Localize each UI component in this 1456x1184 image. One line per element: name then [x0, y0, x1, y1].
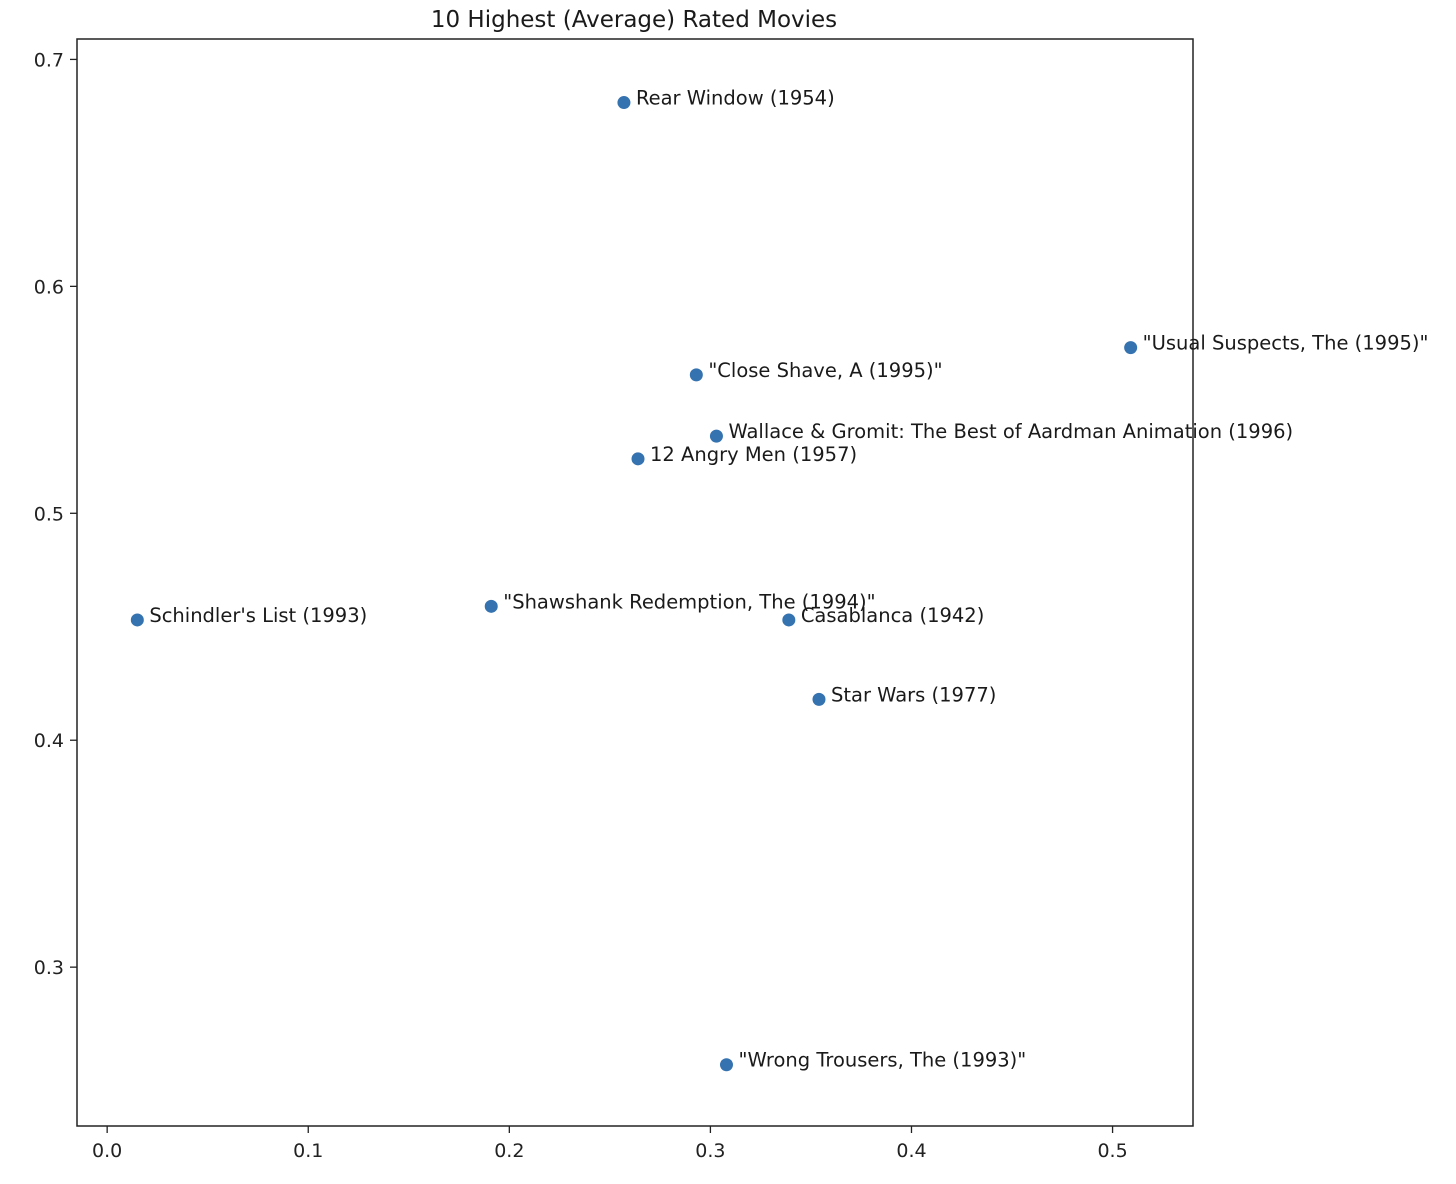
point-label: Star Wars (1977) — [831, 683, 996, 706]
data-point — [1124, 341, 1138, 355]
x-tick-label: 0.5 — [1097, 1140, 1127, 1162]
point-label: Rear Window (1954) — [636, 87, 835, 110]
x-tick-label: 0.2 — [494, 1140, 524, 1162]
y-tick-label: 0.3 — [34, 957, 64, 979]
x-tick-label: 0.4 — [896, 1140, 926, 1162]
data-point — [130, 613, 144, 627]
point-label: Wallace & Gromit: The Best of Aardman An… — [728, 420, 1293, 443]
x-axis: 0.0 0.1 0.2 0.3 0.4 0.5 — [92, 1126, 1128, 1162]
point-label: "Shawshank Redemption, The (1994)" — [503, 590, 875, 613]
chart-title: 10 Highest (Average) Rated Movies — [431, 7, 837, 33]
y-tick-label: 0.5 — [34, 503, 64, 525]
y-tick-label: 0.6 — [34, 276, 64, 298]
plot-frame — [76, 38, 1194, 1127]
data-point — [689, 368, 703, 382]
data-point — [812, 692, 826, 706]
y-axis: 0.3 0.4 0.5 0.6 0.7 — [34, 49, 77, 979]
y-tick-label: 0.7 — [34, 49, 64, 71]
data-point — [709, 429, 723, 443]
data-point — [617, 96, 631, 110]
data-point — [631, 452, 645, 466]
x-tick-label: 0.0 — [92, 1140, 122, 1162]
data-point — [719, 1058, 733, 1072]
data-point — [782, 613, 796, 627]
point-label: Schindler's List (1993) — [149, 604, 367, 627]
data-point — [484, 599, 498, 613]
point-label: Casablanca (1942) — [801, 604, 985, 627]
point-label: "Wrong Trousers, The (1993)" — [738, 1049, 1026, 1072]
x-tick-label: 0.3 — [695, 1140, 725, 1162]
point-label: "Close Shave, A (1995)" — [708, 359, 942, 382]
x-tick-label: 0.1 — [293, 1140, 323, 1162]
y-tick-label: 0.4 — [34, 730, 64, 752]
data-points: Rear Window (1954) "Usual Suspects, The (… — [130, 87, 1429, 1072]
point-label: "Usual Suspects, The (1995)" — [1143, 332, 1429, 355]
point-label: 12 Angry Men (1957) — [650, 443, 857, 466]
